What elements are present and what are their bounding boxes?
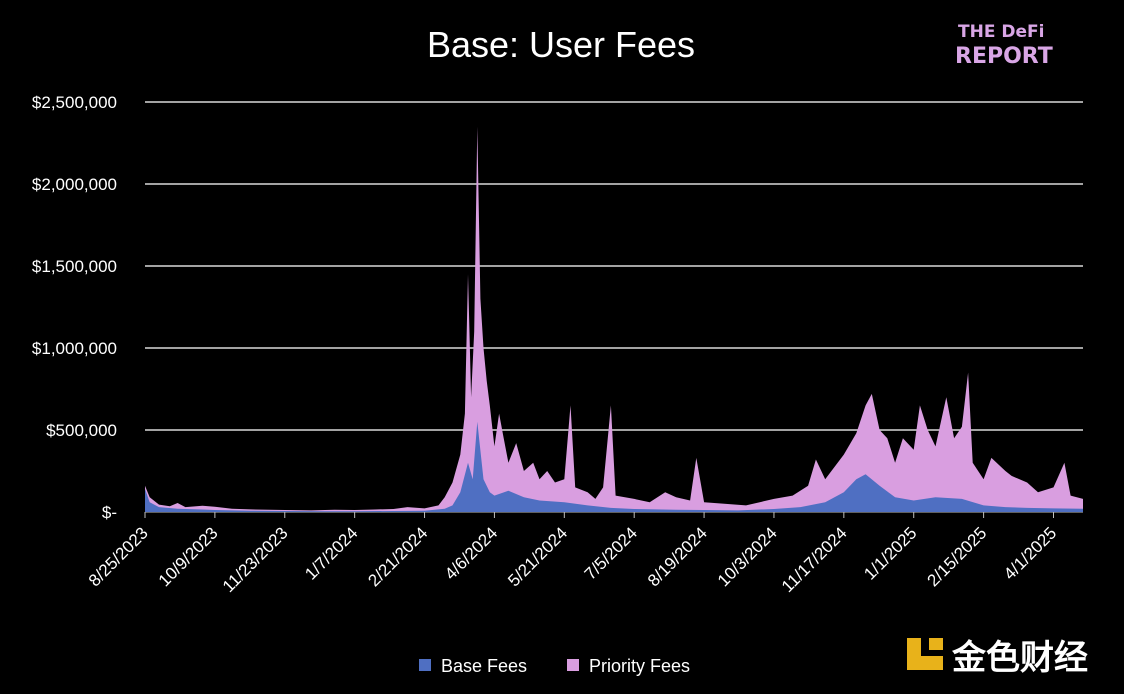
watermark-text: 金色财经: [951, 638, 1088, 678]
logo-line1: THE DeFi: [958, 22, 1044, 42]
x-tick-label: 4/6/2024: [441, 523, 501, 583]
legend-swatch-base-fees: [419, 659, 431, 671]
x-tick-label: 4/1/2025: [1000, 523, 1060, 583]
x-tick-label: 10/9/2023: [155, 523, 222, 590]
y-tick-label: $2,500,000: [32, 93, 117, 112]
x-tick-label: 1/7/2024: [301, 523, 361, 583]
defi-report-logo: THE DeFi REPORT: [955, 22, 1053, 69]
x-tick-label: 8/25/2023: [85, 523, 152, 590]
plot-areas: [145, 126, 1083, 512]
legend-label-base-fees: Base Fees: [441, 656, 527, 676]
y-axis: $- $500,000 $1,000,000 $1,500,000 $2,000,000…: [32, 93, 117, 522]
y-tick-label: $1,500,000: [32, 257, 117, 276]
priority-fees-area: [145, 126, 1083, 512]
base-fees-area: [145, 421, 1083, 512]
x-tick-label: 11/23/2023: [219, 523, 292, 596]
logo-line2: REPORT: [955, 44, 1053, 69]
watermark: 金色财经: [907, 638, 1088, 678]
legend-swatch-priority-fees: [567, 659, 579, 671]
x-tick-label: 1/1/2025: [860, 523, 920, 583]
x-tick-label: 2/21/2024: [364, 523, 431, 590]
x-tick-label: 5/21/2024: [504, 523, 571, 590]
x-tick-label: 11/17/2024: [778, 523, 851, 596]
legend-label-priority-fees: Priority Fees: [589, 656, 690, 676]
x-tick-label: 2/15/2025: [924, 523, 991, 590]
chart-title: Base: User Fees: [427, 24, 695, 65]
x-tick-label: 7/5/2024: [581, 523, 641, 583]
y-tick-label: $2,000,000: [32, 175, 117, 194]
watermark-logo-icon: [907, 638, 943, 670]
y-tick-label: $1,000,000: [32, 339, 117, 358]
x-tick-label: 10/3/2024: [714, 523, 781, 590]
x-tick-label: 8/19/2024: [644, 523, 711, 590]
legend: Base Fees Priority Fees: [419, 656, 690, 676]
y-tick-label: $-: [102, 503, 117, 522]
y-tick-label: $500,000: [46, 421, 117, 440]
